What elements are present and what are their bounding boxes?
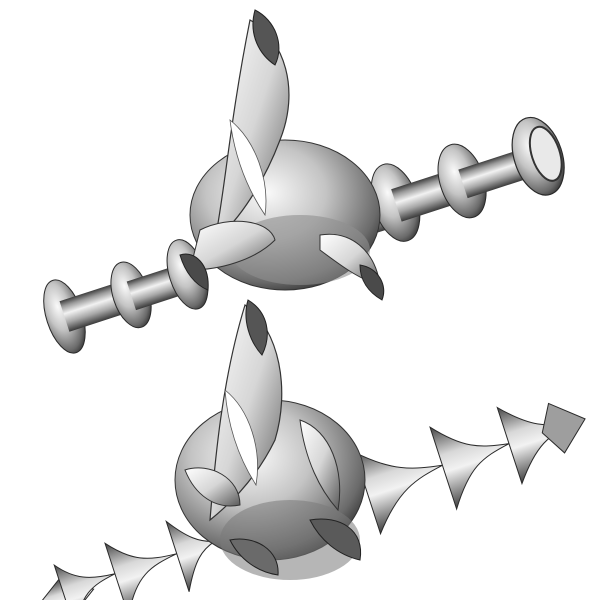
lower-surface [35,299,586,600]
upper-surface [43,9,565,354]
